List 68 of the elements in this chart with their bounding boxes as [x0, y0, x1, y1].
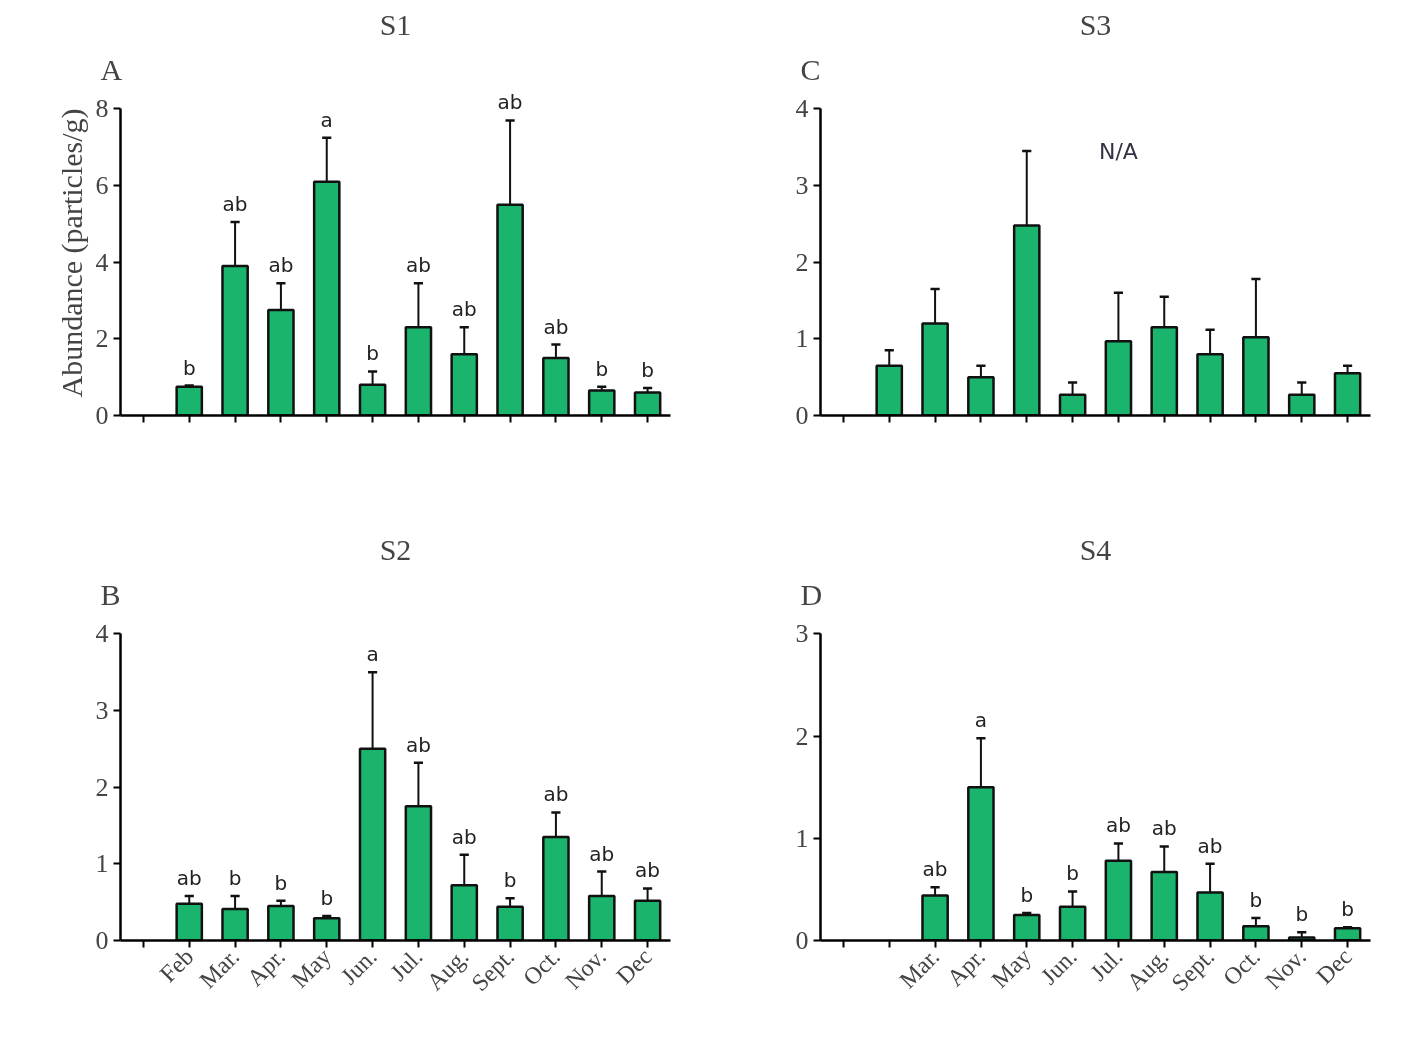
- x-tick-label: Mar.: [894, 943, 945, 994]
- annotation: b: [320, 885, 334, 910]
- text: A: [100, 52, 123, 86]
- y-tick-label: 4: [95, 619, 109, 649]
- y-tick-label: 2: [95, 324, 109, 354]
- annotation: b: [182, 355, 196, 380]
- y-tick-label: 6: [95, 171, 109, 201]
- annotation: ab: [176, 866, 202, 891]
- y-tick-label: 0: [95, 926, 109, 955]
- annotation: b: [1020, 882, 1034, 907]
- x-tick-label: Jun.: [335, 943, 382, 990]
- chart-title: S3: [1079, 7, 1112, 41]
- annotation: ab: [543, 314, 569, 339]
- chart-title: S4: [1079, 532, 1112, 566]
- annotation: ab: [497, 90, 523, 115]
- annotation: ab: [1197, 833, 1223, 858]
- y-tick-label: 1: [795, 324, 809, 354]
- annotation: b: [595, 356, 609, 381]
- annotation: ab: [543, 782, 569, 807]
- text: B: [100, 577, 121, 611]
- annotation: b: [228, 866, 242, 891]
- annotation: b: [1341, 897, 1354, 922]
- y-tick-label: 4: [795, 94, 809, 124]
- y-tick-label: 0: [95, 401, 109, 430]
- y-tick-label: 2: [95, 772, 109, 802]
- y-tick-label: 1: [95, 849, 109, 879]
- annotation: b: [503, 868, 517, 893]
- y-tick-label: 1: [795, 823, 809, 853]
- text: C: [800, 52, 821, 86]
- annotation: N/A: [1098, 139, 1138, 165]
- y-tick-label: 3: [95, 696, 109, 726]
- y-tick-label: 8: [95, 94, 109, 124]
- y-tick-label: 0: [795, 401, 809, 430]
- annotation: ab: [635, 858, 661, 883]
- annotation: ab: [1105, 813, 1131, 838]
- chart-title: S2: [379, 532, 412, 566]
- annotation: a: [366, 642, 379, 667]
- annotation: ab: [1151, 816, 1177, 841]
- annotation: ab: [451, 824, 477, 849]
- annotation: a: [320, 107, 333, 132]
- annotation: ab: [268, 253, 294, 278]
- annotation: a: [974, 708, 988, 733]
- y-tick-label: 2: [795, 247, 809, 277]
- y-tick-label: 2: [795, 721, 809, 751]
- annotation: ab: [451, 297, 477, 322]
- annotation: b: [641, 357, 654, 382]
- annotation: ab: [405, 253, 431, 278]
- y-tick-label: 3: [795, 619, 809, 649]
- x-tick-label: Jul.: [1085, 943, 1128, 986]
- x-tick-label: Dec: [1311, 943, 1357, 990]
- annotation: ab: [589, 841, 615, 866]
- annotation: ab: [922, 857, 948, 882]
- text: D: [800, 577, 823, 611]
- annotation: ab: [405, 732, 431, 757]
- x-tick-label: Dec: [611, 943, 657, 990]
- annotation: b: [366, 341, 379, 366]
- annotation: b: [274, 870, 288, 895]
- annotation: b: [1295, 902, 1309, 927]
- annotation: ab: [222, 191, 248, 216]
- x-tick-label: Jul.: [385, 943, 428, 986]
- y-tick-label: 3: [795, 171, 809, 201]
- annotation: b: [1066, 861, 1079, 886]
- y-tick-label: 4: [95, 247, 109, 277]
- x-tick-label: Jun.: [1035, 943, 1082, 990]
- y-axis-title: Abundance (particles/g): [54, 108, 89, 398]
- y-tick-label: 0: [795, 926, 809, 955]
- chart-title: S1: [379, 7, 412, 41]
- annotation: b: [1249, 888, 1263, 913]
